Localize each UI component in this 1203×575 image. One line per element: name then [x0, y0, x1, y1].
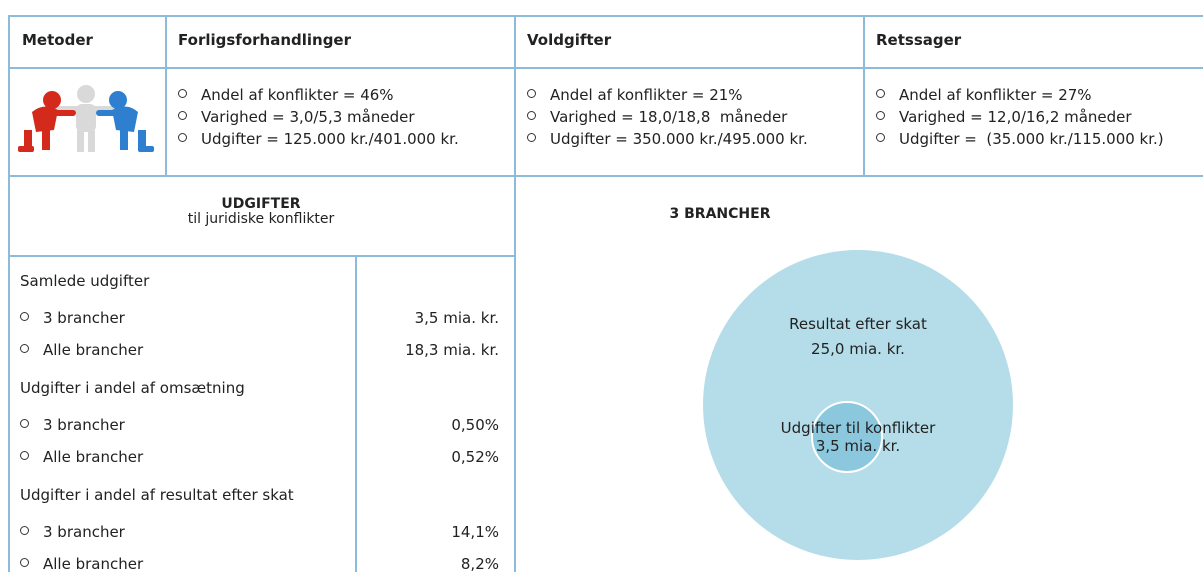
border: [8, 255, 514, 257]
method-detail: Andel af konflikter = 27%: [899, 86, 1092, 104]
page: {"table": {"header": ["Metoder", "Forlig…: [0, 0, 1203, 572]
group-label: Udgifter i andel af resultat efter skat: [20, 484, 294, 506]
outer-label: Resultat efter skat: [758, 315, 958, 333]
column-header: Forligsforhandlinger: [178, 31, 351, 49]
diagram-title: 3 BRANCHER: [620, 206, 820, 222]
bullet: [20, 419, 29, 428]
border: [863, 15, 865, 175]
item-label-row: Alle brancher: [20, 339, 143, 361]
panel-subtitle: til juridiske konflikter: [8, 211, 514, 227]
border: [8, 67, 1203, 69]
document: Metoder Forligsforhandlinger Voldgifter Ret…: [0, 0, 1203, 572]
column-header: Metoder: [22, 31, 93, 49]
bullet: [178, 111, 187, 120]
item-label-row: 3 brancher: [20, 521, 125, 543]
circle-diagram: [515, 176, 1203, 572]
item-label-row: 3 brancher: [20, 414, 125, 436]
item-label: 3 brancher: [43, 309, 125, 327]
bullet: [527, 111, 536, 120]
method-detail-row: Udgifter = 350.000 kr./495.000 kr.: [527, 128, 808, 150]
bullet: [527, 89, 536, 98]
group-label: Udgifter i andel af omsætning: [20, 377, 245, 399]
bullet: [20, 312, 29, 321]
method-detail-row: Andel af konflikter = 46%: [178, 84, 394, 106]
item-value: 0,50%: [356, 414, 499, 436]
method-detail-row: Udgifter = (35.000 kr./115.000 kr.): [876, 128, 1164, 150]
method-detail-row: Varighed = 12,0/16,2 måneder: [876, 106, 1132, 128]
item-value: 0,52%: [356, 446, 499, 468]
bullet: [20, 451, 29, 460]
item-value: 3,5 mia. kr.: [356, 307, 499, 329]
bullet: [178, 89, 187, 98]
method-detail: Varighed = 12,0/16,2 måneder: [899, 108, 1132, 126]
bullet: [20, 558, 29, 567]
panel-title: UDGIFTER: [8, 197, 514, 211]
item-label: Alle brancher: [43, 448, 143, 466]
item-label: 3 brancher: [43, 416, 125, 434]
item-label: 3 brancher: [43, 523, 125, 541]
method-detail: Udgifter = (35.000 kr./115.000 kr.): [899, 130, 1164, 148]
inner-label: Udgifter til konflikter: [738, 419, 978, 437]
column-header: Retssager: [876, 31, 961, 49]
method-detail: Udgifter = 125.000 kr./401.000 kr.: [201, 130, 459, 148]
method-detail: Andel af konflikter = 21%: [550, 86, 743, 104]
item-label-row: Alle brancher: [20, 446, 143, 468]
method-detail-row: Andel af konflikter = 21%: [527, 84, 743, 106]
conflict-icon: [14, 80, 159, 160]
border: [8, 15, 10, 572]
inner-value: 3,5 mia. kr.: [738, 437, 978, 455]
group-label: Samlede udgifter: [20, 270, 149, 292]
item-label-row: 3 brancher: [20, 307, 125, 329]
method-detail-row: Andel af konflikter = 27%: [876, 84, 1092, 106]
bullet: [20, 344, 29, 353]
method-detail-row: Varighed = 18,0/18,8 måneder: [527, 106, 787, 128]
border: [165, 15, 167, 175]
column-header: Voldgifter: [527, 31, 611, 49]
bullet: [876, 111, 885, 120]
method-detail: Udgifter = 350.000 kr./495.000 kr.: [550, 130, 808, 148]
bullet: [876, 89, 885, 98]
bullet: [178, 133, 187, 142]
bullet: [876, 133, 885, 142]
outer-value: 25,0 mia. kr.: [758, 340, 958, 358]
item-value: 14,1%: [356, 521, 499, 543]
method-detail-row: Varighed = 3,0/5,3 måneder: [178, 106, 415, 128]
method-detail: Varighed = 18,0/18,8 måneder: [550, 108, 787, 126]
bullet: [527, 133, 536, 142]
method-detail: Varighed = 3,0/5,3 måneder: [201, 108, 415, 126]
border: [8, 15, 1203, 17]
item-label: Alle brancher: [43, 341, 143, 359]
item-value: 18,3 mia. kr.: [356, 339, 499, 361]
bullet: [20, 526, 29, 535]
method-detail-row: Udgifter = 125.000 kr./401.000 kr.: [178, 128, 459, 150]
method-detail: Andel af konflikter = 46%: [201, 86, 394, 104]
item-label: Alle brancher: [43, 555, 143, 573]
